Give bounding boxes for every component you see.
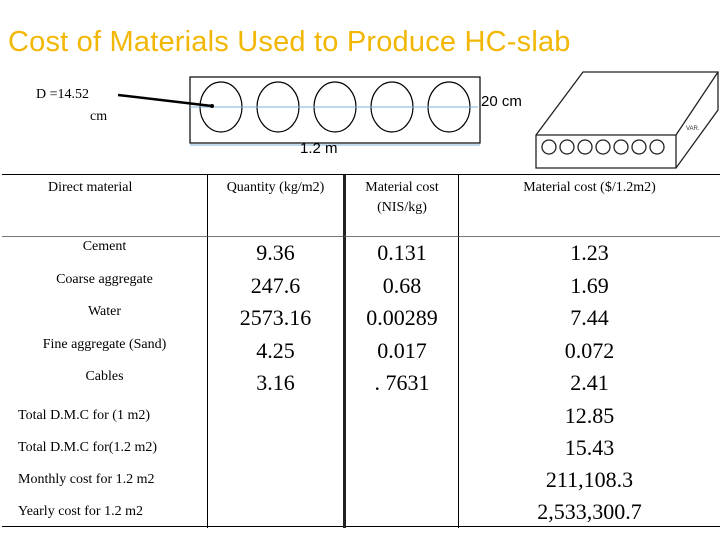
diameter-label: D =14.52 cm bbox=[36, 84, 126, 128]
cost-cables: 2.41 bbox=[570, 370, 609, 395]
material-fine-aggregate: Fine aggregate (Sand) bbox=[42, 336, 167, 352]
quantity-cables: 3.16 bbox=[256, 370, 295, 395]
quantity-water: 2573.16 bbox=[239, 305, 312, 330]
summary-yearly-value: 2,533,300.7 bbox=[458, 496, 720, 528]
cost-values: 1.23 1.69 7.44 0.072 2.41 bbox=[458, 237, 720, 400]
header-material-cost-nis: Material cost (NIS/kg) bbox=[343, 175, 458, 237]
header-direct-material: Direct material bbox=[2, 175, 207, 237]
summary-monthly-label: Monthly cost for 1.2 m2 bbox=[18, 472, 155, 487]
material-water: Water bbox=[87, 304, 122, 319]
unit-cost-water: 0.00289 bbox=[366, 305, 438, 330]
diameter-value: D =14.52 bbox=[36, 87, 90, 102]
quantity-cement: 9.36 bbox=[256, 240, 295, 265]
hc-slab-diagram: VAR. bbox=[117, 71, 719, 169]
material-names: Cement Coarse aggregate Water Fine aggre… bbox=[2, 237, 207, 400]
dimension-lines bbox=[117, 93, 480, 146]
summary-total-1m2-label: Total D.M.C for (1 m2) bbox=[18, 408, 151, 423]
side-mark: VAR. bbox=[686, 126, 700, 132]
material-cables: Cables bbox=[85, 369, 124, 384]
summary-empty bbox=[207, 464, 343, 496]
quantity-values: 9.36 247.6 2573.16 4.25 3.16 bbox=[207, 237, 343, 400]
header-material-cost-usd: Material cost ($/1.2m2) bbox=[458, 175, 720, 237]
unit-cost-cables: . 7631 bbox=[374, 370, 430, 395]
summary-total-1-2m2-label: Total D.M.C for(1.2 m2) bbox=[18, 440, 158, 455]
unit-cost-values: 0.131 0.68 0.00289 0.017 . 7631 bbox=[343, 237, 458, 400]
summary-empty bbox=[343, 496, 458, 528]
slab-cross-section bbox=[189, 76, 481, 144]
cost-table: Direct material Quantity (kg/m2) Materia… bbox=[2, 174, 720, 528]
summary-empty bbox=[207, 432, 343, 464]
material-coarse-aggregate: Coarse aggregate bbox=[56, 271, 153, 287]
summary-empty bbox=[343, 400, 458, 432]
slide-title: Cost of Materials Used to Produce HC-sla… bbox=[8, 26, 571, 58]
summary-monthly-value: 211,108.3 bbox=[458, 464, 720, 496]
cost-cement: 1.23 bbox=[570, 240, 609, 265]
cost-fine-aggregate: 0.072 bbox=[564, 337, 615, 363]
quantity-fine-aggregate: 4.25 bbox=[256, 337, 295, 363]
summary-empty bbox=[343, 464, 458, 496]
slab-3d-sketch bbox=[535, 71, 719, 169]
height-label: 20 cm bbox=[481, 93, 522, 110]
summary-yearly-label: Yearly cost for 1.2 m2 bbox=[18, 504, 143, 519]
summary-total-1-2m2-value: 15.43 bbox=[458, 432, 720, 464]
quantity-coarse-aggregate: 247.6 bbox=[250, 272, 301, 298]
width-label: 1.2 m bbox=[300, 140, 338, 157]
summary-empty bbox=[207, 400, 343, 432]
diameter-unit: cm bbox=[90, 109, 108, 124]
unit-cost-coarse-aggregate: 0.68 bbox=[382, 272, 422, 298]
summary-total-1m2-value: 12.85 bbox=[458, 400, 720, 432]
unit-cost-cement: 0.131 bbox=[377, 240, 427, 265]
material-cement: Cement bbox=[82, 239, 127, 254]
header-quantity: Quantity (kg/m2) bbox=[207, 175, 343, 237]
summary-empty bbox=[207, 496, 343, 528]
summary-empty bbox=[343, 432, 458, 464]
cost-water: 7.44 bbox=[570, 305, 609, 330]
unit-cost-fine-aggregate: 0.017 bbox=[377, 337, 427, 363]
cost-coarse-aggregate: 1.69 bbox=[570, 272, 609, 298]
